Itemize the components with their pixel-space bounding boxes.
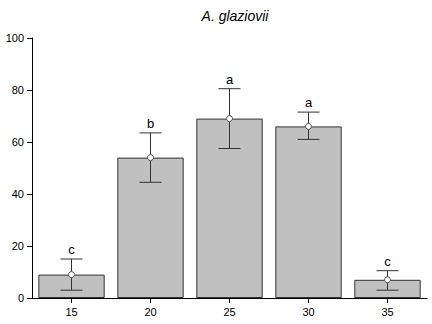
svg-text:100: 100 xyxy=(6,32,24,44)
svg-text:0: 0 xyxy=(18,292,24,304)
svg-text:80: 80 xyxy=(12,84,24,96)
svg-text:b: b xyxy=(147,116,154,131)
svg-text:A. glaziovii: A. glaziovii xyxy=(201,8,270,24)
svg-text:a: a xyxy=(305,95,313,110)
svg-text:25: 25 xyxy=(223,306,235,318)
svg-text:15: 15 xyxy=(65,306,77,318)
svg-text:c: c xyxy=(68,242,75,257)
svg-text:30: 30 xyxy=(302,306,314,318)
svg-text:20: 20 xyxy=(144,306,156,318)
svg-text:60: 60 xyxy=(12,136,24,148)
svg-text:35: 35 xyxy=(381,306,393,318)
svg-text:a: a xyxy=(226,72,234,87)
svg-text:20: 20 xyxy=(12,240,24,252)
svg-text:40: 40 xyxy=(12,188,24,200)
svg-text:c: c xyxy=(384,254,391,269)
